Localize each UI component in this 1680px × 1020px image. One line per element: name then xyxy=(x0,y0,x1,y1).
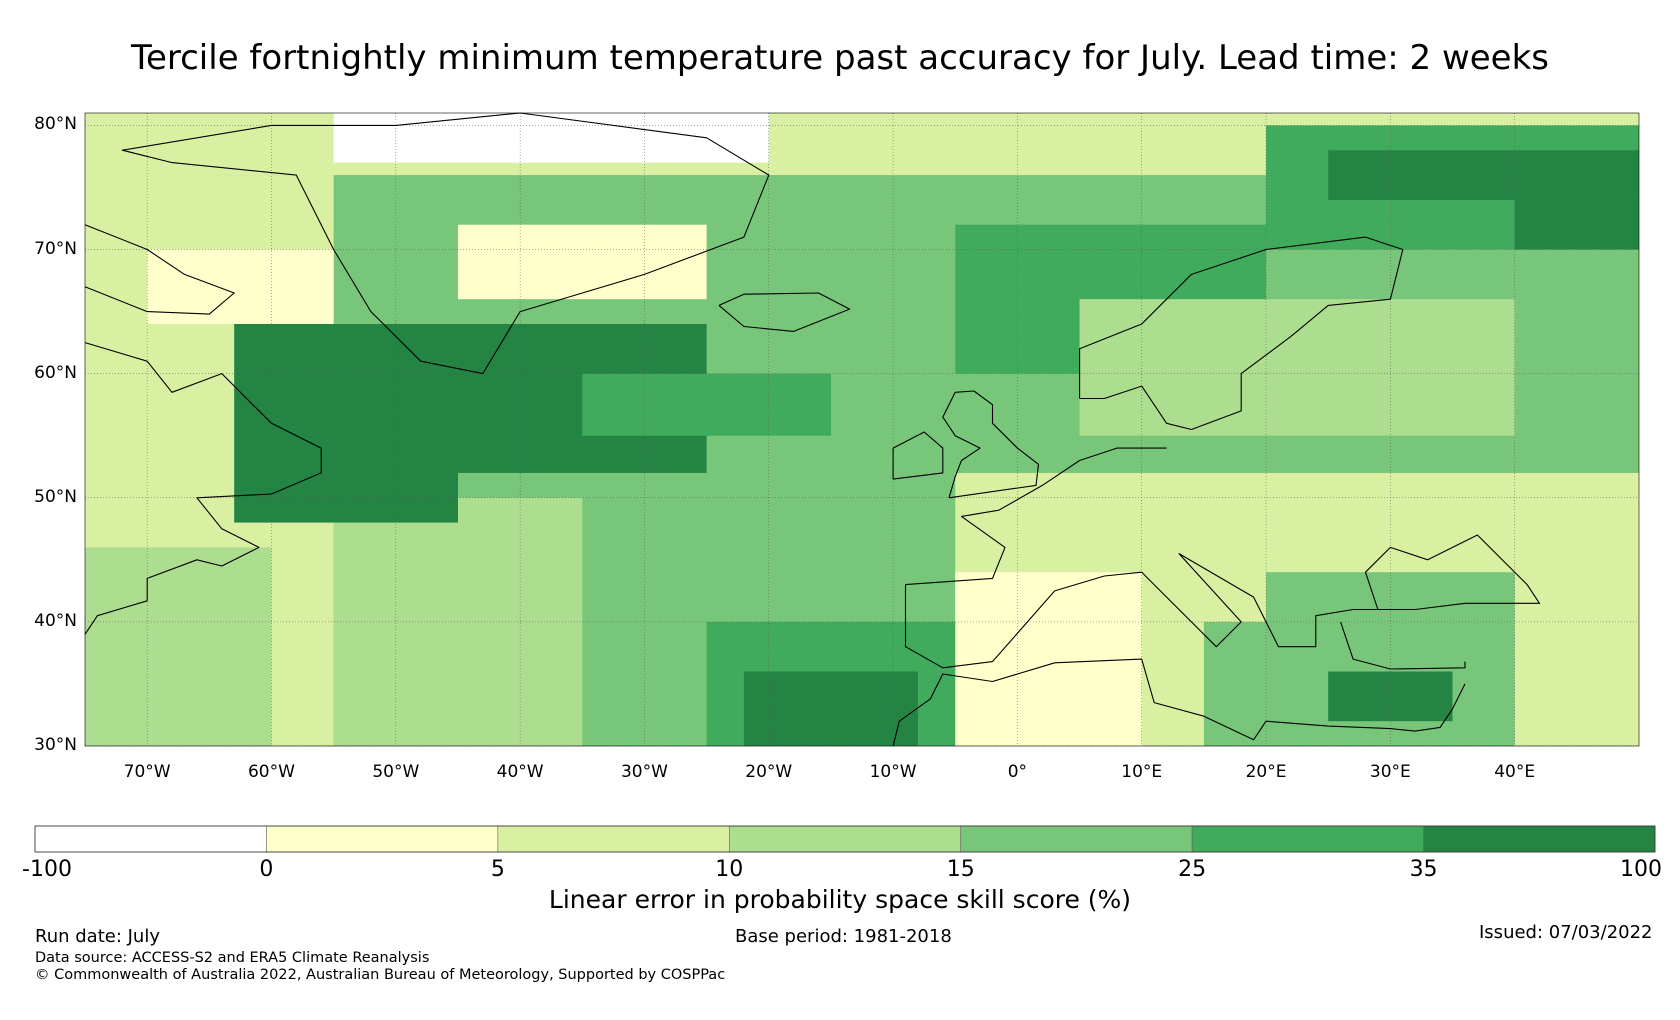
iceland-coast xyxy=(718,292,851,332)
colorbar-tick-label: 15 xyxy=(946,857,975,882)
issued-date: Issued: 07/03/2022 xyxy=(1479,922,1653,943)
latitude-label: 70°N xyxy=(34,238,77,259)
north-america-coast xyxy=(84,342,322,635)
skill-region xyxy=(1514,199,1639,250)
greenland-coast xyxy=(121,112,770,375)
colorbar-title: Linear error in probability space skill … xyxy=(548,885,1132,914)
longitude-label: 10°W xyxy=(869,762,917,782)
colorbar-frame xyxy=(34,825,1656,853)
skill-region xyxy=(85,547,272,746)
europe-atlantic-coast xyxy=(904,447,1541,669)
latitude-label: 50°N xyxy=(34,486,77,507)
colorbar-segment xyxy=(266,825,499,853)
colorbar-segment xyxy=(728,825,962,853)
longitude-label: 70°W xyxy=(123,762,171,782)
chart-title: Tercile fortnightly minimum temperature … xyxy=(130,38,1550,78)
skill-region xyxy=(582,373,831,436)
longitude-label: 20°E xyxy=(1245,762,1287,782)
colorbar xyxy=(34,825,1656,853)
graticule xyxy=(85,113,1639,747)
colorbar-segment xyxy=(497,825,730,853)
longitude-label: 0° xyxy=(1007,762,1028,782)
colorbar-tick-label: -100 xyxy=(22,857,72,882)
skill-region xyxy=(234,324,458,523)
colorbar-segment xyxy=(960,825,1193,853)
longitude-label: 50°W xyxy=(372,762,420,782)
colorbar-tick-label: 100 xyxy=(1620,857,1662,882)
base-period: Base period: 1981-2018 xyxy=(735,926,952,947)
skill-region xyxy=(1328,671,1453,722)
latitude-label: 80°N xyxy=(34,114,77,135)
longitude-label: 20°W xyxy=(745,762,793,782)
latitude-label: 60°N xyxy=(34,362,77,383)
skill-region xyxy=(955,572,1142,746)
skill-region xyxy=(743,671,918,746)
scandinavia-coast xyxy=(1079,236,1404,431)
run-date: Run date: July xyxy=(35,926,160,947)
colorbar-tick-label: 35 xyxy=(1409,857,1438,882)
skill-region xyxy=(147,249,334,324)
longitude-label: 60°W xyxy=(247,762,295,782)
ireland-coast xyxy=(892,431,944,480)
skill-region xyxy=(457,224,707,300)
colorbar-segment xyxy=(34,825,267,853)
longitude-label: 30°E xyxy=(1369,762,1411,782)
colorbar-segment xyxy=(1191,825,1424,853)
longitude-label: 40°E xyxy=(1494,762,1536,782)
skill-region xyxy=(333,113,769,163)
north-africa-coast xyxy=(892,658,1466,747)
colorbar-tick-label: 10 xyxy=(715,857,744,882)
copyright: © Commonwealth of Australia 2022, Austra… xyxy=(35,967,726,983)
map-frame xyxy=(84,112,1640,747)
great-britain-coast xyxy=(942,390,1040,499)
turkey-coast xyxy=(1340,621,1466,670)
longitude-label: 30°W xyxy=(620,762,668,782)
data-source: Data source: ACCESS-S2 and ERA5 Climate … xyxy=(35,950,430,966)
latitude-label: 40°N xyxy=(34,610,77,631)
colorbar-tick-label: 25 xyxy=(1178,857,1207,882)
colorbar-segment xyxy=(1423,825,1656,853)
baffin-coast xyxy=(84,224,235,315)
longitude-label: 40°W xyxy=(496,762,544,782)
skill-region xyxy=(1266,572,1515,622)
skill-region xyxy=(1328,150,1639,200)
coastlines xyxy=(84,112,1541,747)
skill-field xyxy=(85,113,1639,746)
longitude-label: 10°E xyxy=(1121,762,1163,782)
colorbar-tick-label: 5 xyxy=(490,857,505,882)
latitude-label: 30°N xyxy=(34,735,77,755)
skill-region xyxy=(1079,299,1515,436)
colorbar-tick-label: 0 xyxy=(259,857,274,882)
